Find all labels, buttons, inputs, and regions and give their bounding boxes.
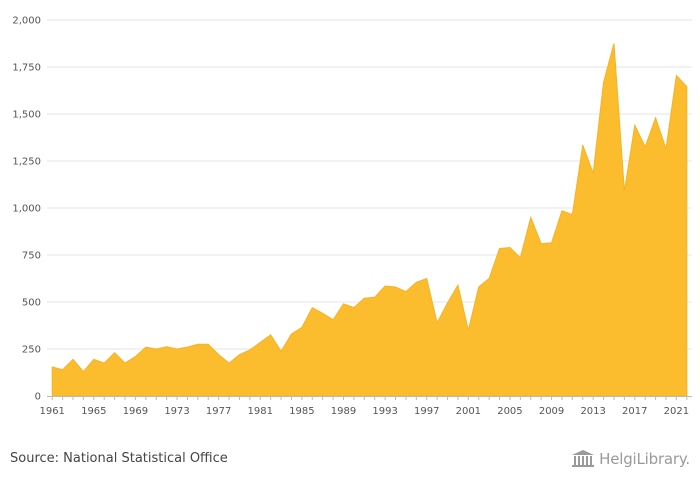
y-tick-label: 1,250: [12, 157, 41, 168]
y-tick-label: 1,000: [12, 204, 41, 215]
y-tick-label: 0: [35, 392, 41, 403]
x-tick-label: 1989: [331, 406, 356, 417]
grid-lines: [47, 19, 692, 350]
x-tick-label: 2017: [622, 406, 647, 417]
x-tick-label: 1997: [414, 406, 439, 417]
helgi-library-logo: HelgiLibrary.: [571, 448, 690, 470]
x-tick-label: 1977: [206, 406, 231, 417]
logo-text: HelgiLibrary.: [599, 450, 690, 468]
y-axis-tick-labels: 0 250 500 750 1,000 1,250 1,500 1,750 2,000: [12, 16, 41, 403]
x-tick-label: 2005: [497, 406, 522, 417]
x-tick-label: 2001: [456, 406, 481, 417]
x-tick-label: 1973: [164, 406, 189, 417]
y-tick-label: 2,000: [12, 16, 41, 27]
y-tick-label: 1,750: [12, 63, 41, 74]
source-text: Source: National Statistical Office: [10, 451, 228, 466]
x-tick-label: 2021: [664, 406, 689, 417]
x-tick-label: 1961: [39, 406, 64, 417]
x-tick-label: 1993: [372, 406, 397, 417]
area-chart: 0 250 500 750 1,000 1,250 1,500 1,750 2,000 1961…: [12, 16, 692, 417]
x-tick-label: 1965: [81, 406, 106, 417]
y-tick-label: 250: [22, 345, 41, 356]
library-building-icon: [572, 450, 595, 467]
x-tick-label: 1985: [289, 406, 314, 417]
y-tick-label: 500: [22, 298, 41, 309]
y-tick-label: 750: [22, 251, 41, 262]
x-tick-label: 2009: [539, 406, 564, 417]
x-axis-tick-labels: 1961 1965 1969 1973 1977 1981 1985 1989 1993 1997…: [39, 406, 689, 417]
x-tick-label: 2013: [580, 406, 605, 417]
x-axis: [47, 396, 692, 400]
x-tick-label: 1981: [248, 406, 273, 417]
footer: Source: National Statistical Office Helg…: [0, 438, 700, 478]
x-tick-label: 1969: [123, 406, 148, 417]
series-area: [51, 43, 688, 397]
y-tick-label: 1,500: [12, 110, 41, 121]
